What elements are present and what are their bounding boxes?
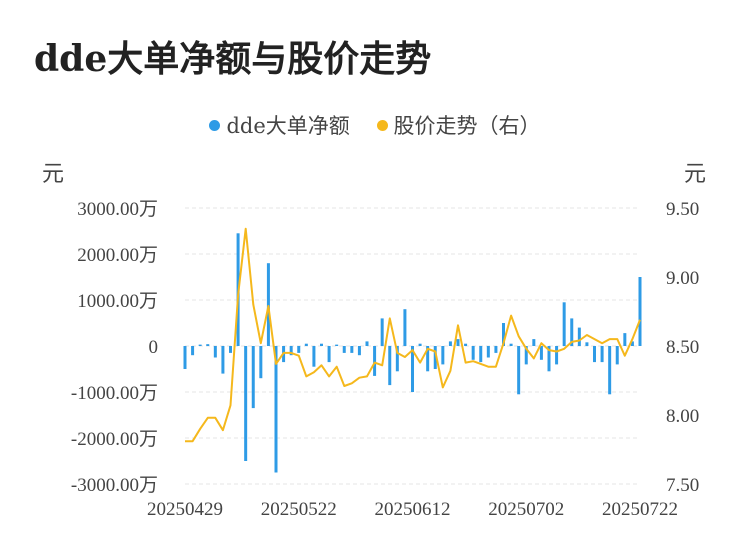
dde-bar <box>335 344 339 346</box>
dde-bar <box>547 346 551 372</box>
dde-bar <box>433 346 437 369</box>
left-tick-label: 3000.00万 <box>77 199 158 220</box>
dde-bar <box>244 346 248 461</box>
dde-bar <box>274 346 278 473</box>
dde-bar <box>289 346 293 356</box>
dde-bar <box>191 346 195 356</box>
page-title: dde大单净额与股价走势 <box>34 38 432 80</box>
dde-bar <box>327 346 331 363</box>
dde-bar <box>494 346 498 353</box>
x-tick-label: 20250612 <box>375 499 451 520</box>
dde-bar <box>524 346 528 365</box>
right-tick-label: 9.50 <box>666 199 699 220</box>
dde-bar <box>555 346 559 365</box>
dde-bar <box>532 339 536 346</box>
dde-bar <box>221 346 225 374</box>
dde-bar <box>539 346 543 360</box>
legend-dot-price-icon <box>376 120 388 131</box>
dde-bar <box>456 339 460 346</box>
dde-bar <box>403 309 407 346</box>
dde-bar <box>448 341 452 346</box>
dde-bar <box>380 318 384 346</box>
x-tick-label: 20250702 <box>488 499 564 520</box>
dde-bar <box>471 346 475 360</box>
right-axis-unit: 元 <box>684 162 707 187</box>
left-tick-label: 2000.00万 <box>77 245 158 266</box>
right-tick-label: 7.50 <box>666 475 699 496</box>
legend-label-price: 股价走势（右） <box>393 114 541 138</box>
left-axis-unit: 元 <box>42 162 65 187</box>
dde-bar <box>266 263 270 346</box>
legend-label-dde: dde大单净额 <box>226 114 350 138</box>
dde-bar <box>350 346 354 353</box>
dde-bar <box>342 346 346 353</box>
legend-dot-dde-icon <box>209 120 221 131</box>
price-line <box>185 227 641 443</box>
left-tick-label: 1000.00万 <box>77 291 158 312</box>
dde-bar <box>297 346 301 353</box>
chart-legend: dde大单净额 股价走势（右） <box>0 110 750 140</box>
dde-bar <box>600 346 604 363</box>
dde-bar <box>259 346 263 379</box>
left-tick-label: -1000.00万 <box>71 383 158 404</box>
dde-bar <box>517 346 521 395</box>
dde-bar <box>426 346 430 372</box>
dde-bar <box>395 346 399 372</box>
left-tick-label: -3000.00万 <box>71 475 158 496</box>
dde-bar <box>608 346 612 395</box>
dde-bar <box>183 346 187 369</box>
dde-bar <box>562 302 566 346</box>
dde-bar <box>213 346 217 358</box>
right-tick-label: 8.50 <box>666 337 699 358</box>
dde-bar <box>509 343 513 346</box>
dde-bar <box>638 277 642 346</box>
dde-bar <box>593 346 596 363</box>
x-tick-label: 20250722 <box>602 499 678 520</box>
x-tick-label: 20250429 <box>147 499 223 520</box>
dde-bar <box>486 346 490 358</box>
dde-bar <box>479 346 483 363</box>
dde-bar <box>373 346 377 376</box>
dde-bar <box>411 346 414 392</box>
dde-bar <box>585 342 589 346</box>
left-tick-label: -2000.00万 <box>71 429 158 450</box>
dde-bar <box>418 343 422 346</box>
dde-bar <box>229 346 232 353</box>
x-tick-label: 20250522 <box>261 499 337 520</box>
dde-bar <box>251 346 255 409</box>
dde-bar <box>630 341 634 346</box>
dde-bar <box>357 346 361 356</box>
dde-bar <box>464 343 468 346</box>
dde-bar <box>502 323 505 346</box>
right-tick-label: 8.00 <box>666 406 699 427</box>
left-tick-label: 0 <box>149 337 159 358</box>
dde-bar <box>198 344 202 346</box>
dde-bar <box>304 343 308 346</box>
dde-bar <box>441 346 445 365</box>
dde-bar <box>388 346 392 386</box>
legend-item-dde[interactable]: dde大单净额 <box>209 110 350 140</box>
right-tick-label: 9.00 <box>666 268 699 289</box>
dde-bar <box>320 343 323 346</box>
dde-bar <box>312 346 316 367</box>
dde-bar <box>206 344 210 346</box>
dde-bar <box>577 327 581 346</box>
dde-bar <box>365 341 369 346</box>
dde-bar <box>570 318 574 346</box>
dde-bar <box>623 333 627 346</box>
dde-bar <box>615 346 619 365</box>
legend-item-price[interactable]: 股价走势（右） <box>376 110 541 140</box>
